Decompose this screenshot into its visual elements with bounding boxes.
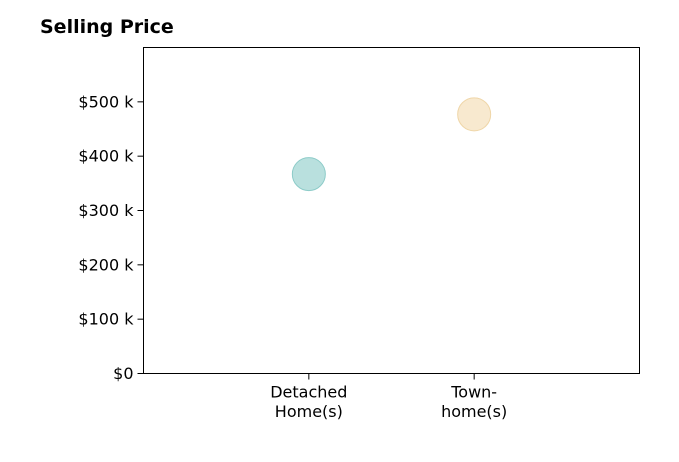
- markers-layer: [291, 97, 492, 192]
- y-tick-label: $300 k: [78, 201, 134, 220]
- x-tick-label-line: Detached: [270, 383, 347, 402]
- y-tick-label: $200 k: [78, 255, 134, 274]
- y-tick-label: $0: [113, 364, 133, 383]
- x-tick-label-line: Town-: [450, 383, 497, 402]
- data-point: [291, 157, 326, 192]
- y-axis: $0 $100 k $200 k $300 k $400 k $500 k: [78, 92, 144, 383]
- x-tick-label-line: Home(s): [275, 402, 343, 421]
- y-tick-label: $100 k: [78, 310, 134, 329]
- x-tick-label-line: home(s): [441, 402, 507, 421]
- x-tick-label: Town-home(s): [441, 383, 507, 422]
- y-tick-label: $400 k: [78, 147, 134, 166]
- plot-frame: [143, 47, 640, 374]
- y-tick-label: $500 k: [78, 92, 134, 111]
- data-point: [457, 97, 492, 132]
- x-axis: Detached Home(s) Town-home(s): [270, 373, 507, 422]
- chart-title: Selling Price: [40, 16, 174, 38]
- x-tick-label: Detached Home(s): [270, 383, 347, 422]
